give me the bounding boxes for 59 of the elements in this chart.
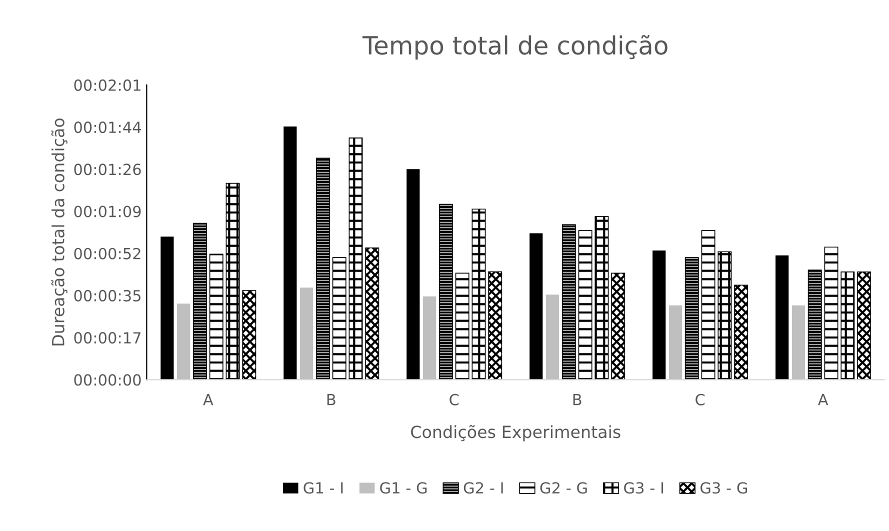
- bar: [701, 230, 716, 380]
- bar: [332, 257, 346, 380]
- bar: [840, 272, 855, 380]
- x-tick-label: A: [203, 394, 214, 406]
- bar: [684, 257, 699, 380]
- bar: [192, 222, 207, 380]
- bar: [438, 204, 453, 380]
- bar: [808, 270, 822, 380]
- bar: [226, 182, 240, 380]
- bar: [455, 272, 470, 380]
- bar: [348, 138, 363, 380]
- bar: [792, 305, 806, 380]
- y-tick-label: 00:00:35: [74, 290, 140, 302]
- bar: [776, 255, 789, 380]
- bar: [530, 233, 543, 380]
- y-axis-title: Dureação total da condição: [51, 118, 68, 346]
- x-tick-label: C: [696, 394, 705, 406]
- bar: [209, 254, 224, 380]
- legend-label: G1 - I: [304, 482, 343, 494]
- bar: [734, 284, 748, 380]
- bar: [857, 272, 872, 380]
- y-tick-label: 00:02:01: [74, 79, 140, 91]
- bar: [177, 304, 190, 380]
- x-tick-label: A: [818, 394, 828, 406]
- bar: [611, 272, 626, 380]
- bar: [578, 230, 592, 380]
- bar: [594, 216, 609, 380]
- bar: [365, 247, 380, 380]
- x-tick-label: C: [450, 394, 459, 406]
- y-tick-label: 00:00:17: [74, 332, 141, 344]
- y-tick-label: 00:01:26: [74, 164, 141, 176]
- bar: [160, 236, 174, 380]
- bar: [546, 294, 560, 380]
- legend-label: G3 - G: [700, 482, 748, 494]
- bar: [316, 158, 330, 380]
- legend-label: G2 - G: [540, 482, 587, 494]
- bar: [718, 251, 732, 380]
- x-axis-title: Condições Experimentais: [411, 425, 620, 442]
- legend-label: G1 - G: [380, 482, 427, 494]
- bar: [472, 208, 486, 380]
- bar: [284, 126, 297, 380]
- legend-label: G3 - I: [624, 482, 664, 494]
- bar: [488, 271, 502, 380]
- y-tick-label: 00:01:44: [74, 122, 141, 134]
- y-tick-label: 00:00:52: [74, 248, 140, 260]
- bar: [300, 288, 314, 380]
- y-tick-label: 00:01:09: [74, 206, 141, 218]
- bar: [668, 305, 682, 380]
- legend-label: G2 - I: [464, 482, 503, 494]
- bar: [242, 290, 256, 380]
- chart-title: Tempo total de condição: [362, 34, 668, 60]
- bar: [406, 169, 420, 380]
- bar: [824, 246, 838, 380]
- bar: [562, 224, 576, 380]
- y-tick-label: 00:00:00: [74, 374, 141, 386]
- bar: [422, 296, 436, 380]
- bar: [652, 250, 666, 380]
- x-tick-label: B: [327, 394, 336, 406]
- x-tick-label: B: [573, 394, 582, 406]
